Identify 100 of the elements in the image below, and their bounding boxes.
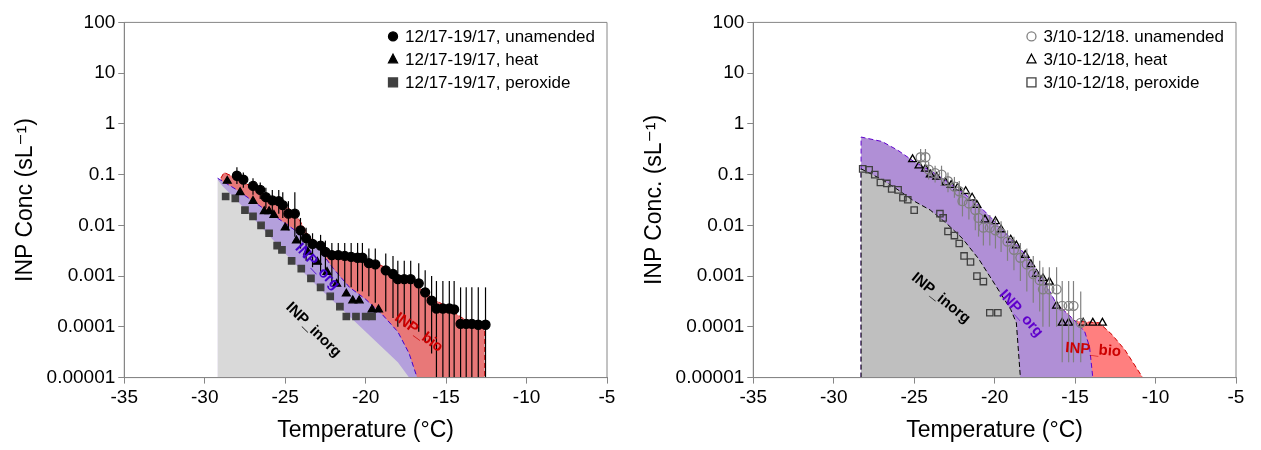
y-tick-label: 0.001 xyxy=(67,264,116,286)
x-tick-label: -25 xyxy=(900,386,928,408)
y-tick-label: 0.0001 xyxy=(57,315,116,337)
point xyxy=(984,222,995,233)
point xyxy=(1063,300,1074,311)
point xyxy=(950,231,959,240)
point xyxy=(876,178,885,187)
point xyxy=(910,206,919,214)
point xyxy=(341,288,351,297)
point xyxy=(858,165,867,173)
point xyxy=(899,193,907,202)
legend-label: 12/17-19/17, peroxide xyxy=(405,73,571,93)
point xyxy=(1044,284,1055,295)
point xyxy=(1034,275,1045,286)
legend-label: 3/10-12/18. unamended xyxy=(1043,27,1225,47)
x-tick-label: -15 xyxy=(1061,386,1089,408)
point xyxy=(946,180,956,189)
x-tick-label: -15 xyxy=(432,386,460,408)
point xyxy=(887,185,896,193)
legend-label: 12/17-19/17, heat xyxy=(405,50,539,70)
point xyxy=(1088,317,1098,326)
point xyxy=(908,154,918,163)
point xyxy=(985,308,994,317)
y-tick-label: 0.1 xyxy=(717,162,745,184)
legend-label: 12/17-19/17, unamended xyxy=(405,27,596,47)
point xyxy=(326,292,335,301)
y-axis-title: INP Conc. (sL⁻¹) xyxy=(640,114,667,286)
point xyxy=(354,295,364,304)
point xyxy=(939,214,947,222)
point xyxy=(972,200,982,209)
legend-label: 3/10-12/18, heat xyxy=(1043,50,1168,70)
x-tick-label: -5 xyxy=(598,386,616,408)
point xyxy=(894,186,902,194)
point xyxy=(1057,317,1067,326)
point xyxy=(944,227,952,236)
point xyxy=(970,204,981,216)
point xyxy=(920,152,931,163)
y-tick-label: 0.1 xyxy=(88,162,116,184)
point xyxy=(953,182,963,191)
legend-label: 3/10-12/18, peroxide xyxy=(1043,73,1200,93)
point xyxy=(248,196,258,205)
point xyxy=(342,312,351,321)
point xyxy=(954,186,965,197)
point xyxy=(1026,259,1036,268)
y-tick-label: 0.0001 xyxy=(686,315,745,337)
point xyxy=(929,167,941,179)
y-axis-title: INP Conc (sL⁻¹) xyxy=(11,118,38,282)
y-tick-label: 10 xyxy=(94,61,116,83)
x-tick-label: -35 xyxy=(110,386,139,408)
point xyxy=(257,221,265,230)
point xyxy=(1068,300,1079,311)
x-axis-title: Temperature (°C) xyxy=(906,415,1083,442)
point xyxy=(996,224,1006,233)
point xyxy=(936,209,944,218)
point xyxy=(979,277,988,286)
x-tick-label: -10 xyxy=(512,386,541,408)
y-tick-label: 0.01 xyxy=(78,213,116,235)
x-axis-title: Temperature (°C) xyxy=(277,415,454,442)
point xyxy=(269,209,279,218)
point xyxy=(957,196,968,207)
point xyxy=(990,216,1000,225)
y-tick-label: 100 xyxy=(712,10,745,32)
point xyxy=(914,160,924,169)
point xyxy=(903,195,912,204)
point xyxy=(960,252,968,260)
x-tick-label: -20 xyxy=(980,386,1009,408)
y-tick-label: 100 xyxy=(83,10,116,32)
x-tick-label: -35 xyxy=(739,386,768,408)
x-tick-label: -20 xyxy=(351,386,380,408)
point xyxy=(1064,317,1074,326)
point xyxy=(961,186,971,195)
series-label: INP_bio xyxy=(1064,338,1122,360)
point xyxy=(280,222,290,231)
point xyxy=(870,170,879,179)
point xyxy=(1097,317,1107,326)
point xyxy=(963,198,975,209)
point xyxy=(1015,252,1026,263)
point xyxy=(1006,234,1016,243)
point xyxy=(936,169,947,180)
point xyxy=(865,165,873,174)
x-tick-label: -10 xyxy=(1141,386,1170,408)
point xyxy=(995,228,1007,239)
point xyxy=(1008,244,1020,255)
point xyxy=(915,152,926,163)
y-tick-label: 0.01 xyxy=(707,213,745,235)
point xyxy=(1044,276,1054,285)
point xyxy=(368,312,376,321)
point xyxy=(222,175,232,184)
x-tick-label: -30 xyxy=(820,386,848,408)
point xyxy=(241,206,249,214)
point xyxy=(1021,259,1032,270)
point xyxy=(925,169,935,178)
point xyxy=(231,194,240,203)
point xyxy=(978,222,989,233)
y-tick-label: 1 xyxy=(733,112,745,134)
point xyxy=(352,312,360,321)
point xyxy=(973,272,981,280)
point xyxy=(955,239,964,248)
point xyxy=(966,258,975,266)
point xyxy=(249,212,257,221)
